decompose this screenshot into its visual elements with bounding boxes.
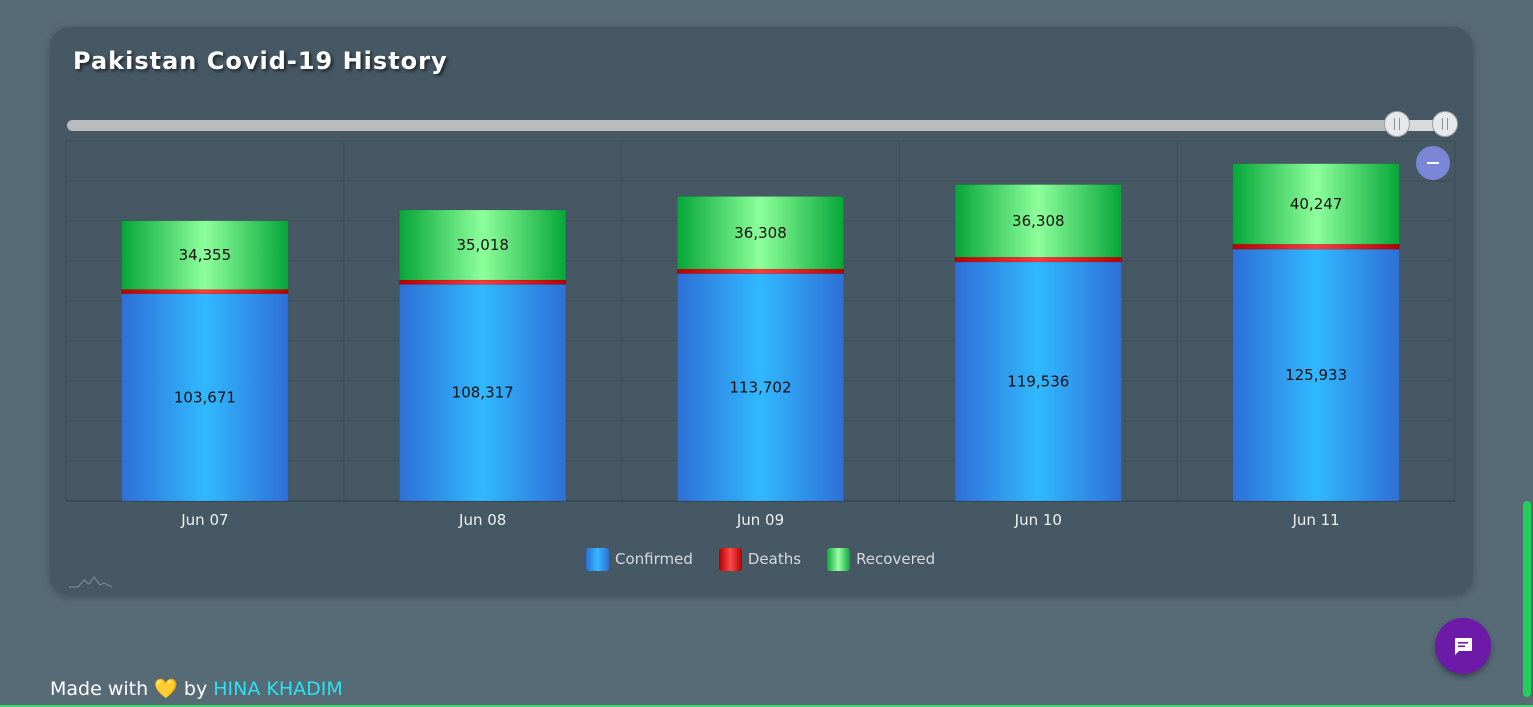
page-scrollbar-track[interactable] — [1522, 0, 1533, 707]
x-tick-label: Jun 08 — [458, 511, 506, 529]
chart-scrollbar-track[interactable] — [67, 120, 1443, 131]
legend-item-confirmed[interactable]: Confirmed — [586, 547, 693, 571]
bar-deaths — [1232, 243, 1400, 250]
legend-label-recovered: Recovered — [856, 550, 936, 568]
bar-recovered — [1232, 163, 1400, 245]
bar-confirmed — [399, 284, 567, 502]
bar-deaths — [121, 289, 289, 294]
legend-item-deaths[interactable]: Deaths — [718, 547, 802, 571]
x-tick-label: Jun 10 — [1014, 511, 1062, 529]
grip-icon — [1442, 118, 1448, 130]
data-label-recovered: 36,308 — [734, 224, 787, 242]
x-tick-label: Jun 07 — [180, 511, 228, 529]
legend-label-confirmed: Confirmed — [615, 550, 693, 568]
bar-deaths — [954, 256, 1122, 263]
legend-swatch-confirmed — [586, 547, 609, 571]
scrollbar-start-grip[interactable] — [1384, 111, 1410, 137]
legend-swatch-recovered — [827, 547, 851, 571]
bar-deaths — [676, 268, 845, 274]
data-label-confirmed: 108,317 — [452, 384, 514, 402]
grip-icon — [1394, 118, 1400, 130]
chart-legend: Confirmed Deaths Recovered — [586, 547, 935, 571]
chat-button[interactable] — [1435, 618, 1491, 674]
legend-swatch-deaths — [718, 547, 742, 571]
legend-item-recovered[interactable]: Recovered — [827, 547, 936, 571]
footer-prefix: Made with — [50, 678, 149, 700]
data-label-recovered: 40,247 — [1290, 195, 1343, 213]
data-label-confirmed: 113,702 — [729, 378, 791, 396]
data-label-recovered: 34,355 — [179, 246, 232, 264]
scrollbar-end-grip[interactable] — [1432, 111, 1458, 137]
chart-plot: 103,671 34,355 108,317 35,018 113,702 36,308 1… — [65, 140, 1456, 529]
data-label-confirmed: 119,536 — [1007, 372, 1069, 390]
bar-recovered — [954, 184, 1122, 258]
data-label-recovered: 36,308 — [1012, 212, 1065, 230]
chart-scrollbar-range[interactable] — [1397, 120, 1445, 131]
heart-icon: 💛 — [154, 678, 178, 700]
chat-bubble-icon — [1455, 638, 1472, 655]
footer-by: by — [183, 678, 208, 700]
bottom-accent-line — [0, 705, 1533, 707]
bars — [121, 163, 1400, 502]
data-label-confirmed: 125,933 — [1285, 366, 1347, 384]
data-labels: 103,671 34,355 108,317 35,018 113,702 36,308 1… — [174, 195, 1347, 406]
legend-label-deaths: Deaths — [747, 550, 802, 568]
chart-watermark-icon[interactable] — [68, 573, 114, 589]
minus-icon — [1427, 162, 1439, 164]
data-label-confirmed: 103,671 — [174, 388, 236, 406]
x-tick-label: Jun 09 — [736, 511, 784, 529]
footer: Made with 💛 by HINA KHADIM — [50, 677, 343, 700]
author-link[interactable]: HINA KHADIM — [213, 678, 343, 700]
chart-card: Pakistan Covid-19 History 103,671 34, — [50, 27, 1473, 595]
data-label-recovered: 35,018 — [456, 236, 509, 254]
bar-confirmed — [1232, 248, 1400, 502]
chart-title: Pakistan Covid-19 History — [73, 47, 448, 75]
bar-recovered — [676, 196, 845, 270]
bar-confirmed — [121, 293, 289, 502]
bar-confirmed — [954, 261, 1122, 502]
page-scrollbar-thumb[interactable] — [1523, 501, 1531, 697]
x-axis: Jun 07 Jun 08 Jun 09 Jun 10 Jun 11 — [180, 511, 1339, 529]
bar-recovered — [121, 220, 289, 290]
x-tick-label: Jun 11 — [1291, 511, 1339, 529]
bar-recovered — [399, 209, 567, 281]
bar-deaths — [399, 279, 567, 285]
bar-confirmed — [676, 273, 845, 502]
zoom-out-button[interactable] — [1416, 146, 1450, 180]
